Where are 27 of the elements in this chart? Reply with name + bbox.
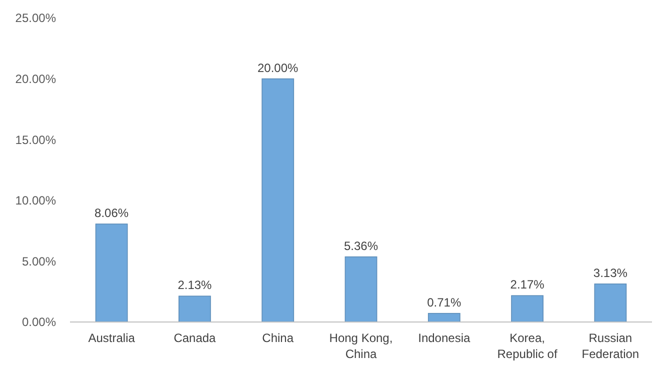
- data-label: 0.71%: [427, 295, 462, 310]
- data-label: 2.17%: [510, 278, 545, 292]
- x-tick-label: Canada: [174, 331, 216, 345]
- data-label: 20.00%: [258, 60, 299, 75]
- x-tick-label: China: [262, 331, 294, 345]
- data-label: 8.06%: [94, 206, 129, 220]
- bar: [594, 284, 627, 322]
- bar: [262, 78, 294, 322]
- data-label: 5.36%: [344, 238, 378, 253]
- bar: [95, 224, 128, 322]
- x-tick-label: Korea, Republic of: [497, 331, 558, 361]
- bar: [511, 295, 544, 322]
- y-tick-label: 10.00%: [15, 194, 56, 208]
- data-label: 3.13%: [593, 266, 628, 280]
- bar: [178, 296, 211, 322]
- y-tick-label: 0.00%: [22, 315, 56, 330]
- bar: [344, 256, 378, 322]
- y-tick-label: 25.00%: [15, 11, 56, 26]
- x-tick-label: Indonesia: [418, 331, 470, 345]
- x-tick-label: Australia: [88, 331, 136, 345]
- data-label: 2.13%: [178, 278, 212, 292]
- x-tick-label: Hong Kong, China: [329, 331, 393, 361]
- bar: [428, 312, 460, 322]
- y-tick-label: 15.00%: [15, 132, 56, 147]
- y-tick-label: 20.00%: [15, 72, 56, 86]
- y-tick-label: 5.00%: [22, 254, 56, 268]
- x-tick-label: Russian Federation: [582, 331, 640, 361]
